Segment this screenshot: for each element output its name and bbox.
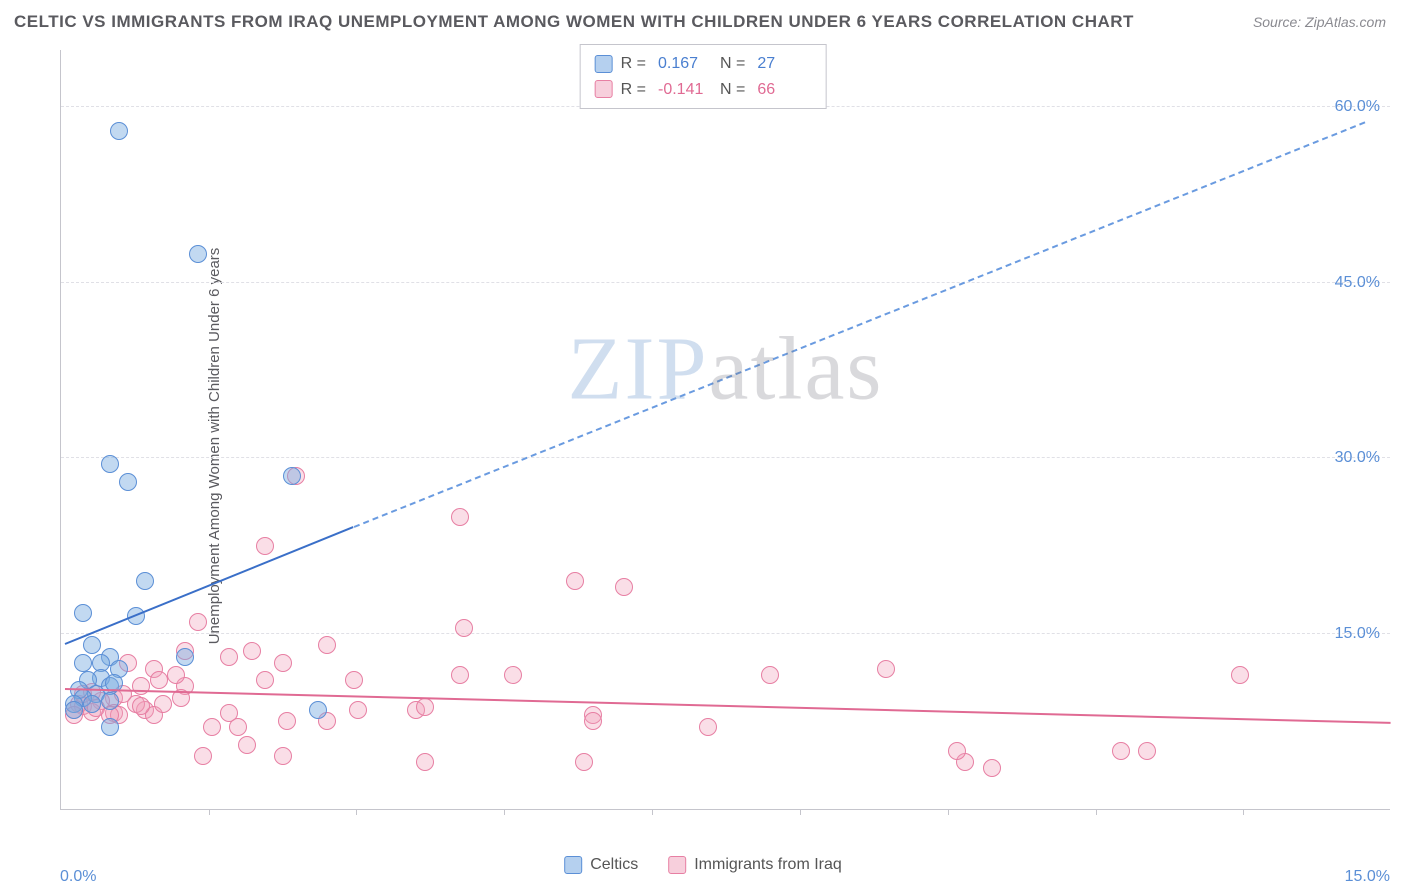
data-point[interactable] [615,578,633,596]
x-tick [504,809,505,815]
data-point[interactable] [278,712,296,730]
x-tick [356,809,357,815]
data-point[interactable] [194,747,212,765]
data-point[interactable] [154,695,172,713]
data-point[interactable] [132,677,150,695]
data-point[interactable] [451,666,469,684]
x-tick-0: 0.0% [60,868,96,886]
r-value-blue: 0.167 [658,51,712,77]
legend-correlation: R = 0.167 N = 27 R = -0.141 N = 66 [580,44,827,109]
trendline-extrapolated [353,122,1365,528]
chart-title: CELTIC VS IMMIGRANTS FROM IRAQ UNEMPLOYM… [14,12,1134,32]
data-point[interactable] [877,660,895,678]
legend-label: Immigrants from Iraq [694,856,842,874]
n-label: N = [720,77,745,103]
data-point[interactable] [256,671,274,689]
watermark-atlas: atlas [709,319,884,418]
data-point[interactable] [256,537,274,555]
data-point[interactable] [101,718,119,736]
data-point[interactable] [345,671,363,689]
x-tick [652,809,653,815]
n-value-pink: 66 [757,77,811,103]
x-tick [1096,809,1097,815]
data-point[interactable] [243,642,261,660]
data-point[interactable] [83,695,101,713]
data-point[interactable] [948,742,966,760]
legend-corr-row-pink: R = -0.141 N = 66 [595,77,812,103]
data-point[interactable] [65,701,83,719]
data-point[interactable] [416,698,434,716]
y-tick-label: 30.0% [1335,449,1380,467]
legend-series: Celtics Immigrants from Iraq [564,856,842,874]
data-point[interactable] [110,122,128,140]
data-point[interactable] [136,572,154,590]
watermark-zip: ZIP [568,319,709,418]
data-point[interactable] [349,701,367,719]
data-point[interactable] [101,455,119,473]
data-point[interactable] [119,473,137,491]
n-value-blue: 27 [757,51,811,77]
plot-area: ZIPatlas 15.0% 30.0% 45.0% 60.0% [60,50,1390,810]
data-point[interactable] [983,759,1001,777]
data-point[interactable] [229,718,247,736]
data-point[interactable] [309,701,327,719]
r-value-pink: -0.141 [658,77,712,103]
data-point[interactable] [274,747,292,765]
data-point[interactable] [101,692,119,710]
data-point[interactable] [189,245,207,263]
swatch-blue-icon [564,856,582,874]
data-point[interactable] [584,712,602,730]
swatch-pink-icon [595,80,613,98]
data-point[interactable] [238,736,256,754]
legend-label: Celtics [590,856,638,874]
data-point[interactable] [451,508,469,526]
data-point[interactable] [699,718,717,736]
data-point[interactable] [150,671,168,689]
data-point[interactable] [176,648,194,666]
data-point[interactable] [504,666,522,684]
legend-item-immigrants[interactable]: Immigrants from Iraq [668,856,842,874]
data-point[interactable] [566,572,584,590]
x-tick [800,809,801,815]
r-label: R = [621,77,646,103]
data-point[interactable] [1138,742,1156,760]
y-tick-label: 60.0% [1335,98,1380,116]
trendline [65,526,354,645]
x-tick [209,809,210,815]
data-point[interactable] [189,613,207,631]
n-label: N = [720,51,745,77]
gridline-h [61,282,1390,283]
swatch-blue-icon [595,55,613,73]
trendline [65,688,1391,724]
data-point[interactable] [1112,742,1130,760]
data-point[interactable] [167,666,185,684]
data-point[interactable] [83,636,101,654]
data-point[interactable] [1231,666,1249,684]
x-tick [1243,809,1244,815]
data-point[interactable] [761,666,779,684]
data-point[interactable] [274,654,292,672]
data-point[interactable] [416,753,434,771]
data-point[interactable] [283,467,301,485]
data-point[interactable] [575,753,593,771]
swatch-pink-icon [668,856,686,874]
r-label: R = [621,51,646,77]
y-tick-label: 45.0% [1335,274,1380,292]
gridline-h [61,457,1390,458]
gridline-h [61,633,1390,634]
x-tick [948,809,949,815]
data-point[interactable] [455,619,473,637]
y-tick-label: 15.0% [1335,625,1380,643]
data-point[interactable] [220,648,238,666]
data-point[interactable] [74,604,92,622]
x-tick-15: 15.0% [1345,868,1390,886]
data-point[interactable] [203,718,221,736]
source-credit: Source: ZipAtlas.com [1253,14,1386,30]
data-point[interactable] [132,697,150,715]
data-point[interactable] [318,636,336,654]
legend-corr-row-blue: R = 0.167 N = 27 [595,51,812,77]
data-point[interactable] [74,654,92,672]
legend-item-celtics[interactable]: Celtics [564,856,638,874]
